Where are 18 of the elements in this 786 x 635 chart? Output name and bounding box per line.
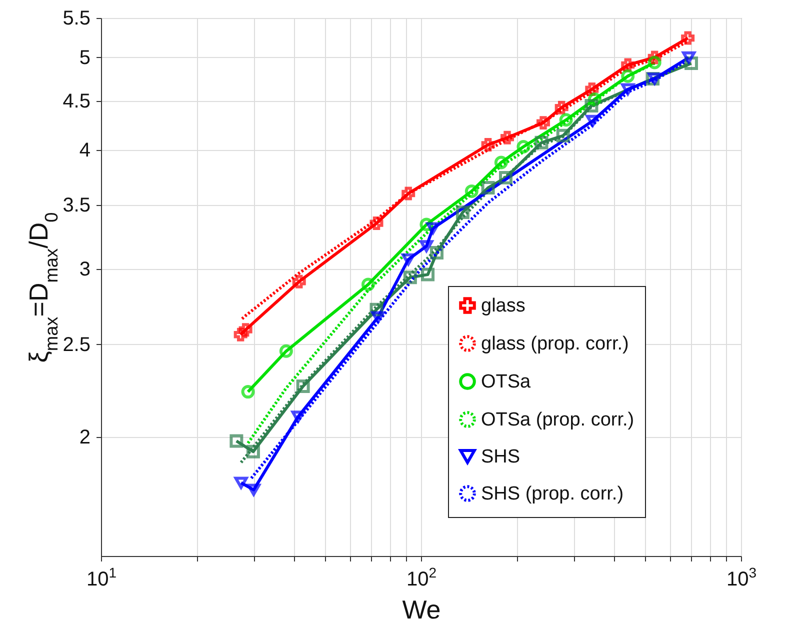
y-tick-label: 5 xyxy=(79,46,90,69)
x-tick-label: 10$^{3}$ xyxy=(726,564,757,590)
y-tick-label: 5.5 xyxy=(62,8,90,30)
legend-label: SHS xyxy=(481,446,520,468)
x-tick-label: 10$^{2}$ xyxy=(406,564,437,590)
y-tick-label: 4 xyxy=(79,139,90,162)
y-tick-label: 3.5 xyxy=(62,194,90,217)
legend-label: OTSa xyxy=(481,372,532,392)
legend-label: glass (prop. corr.) xyxy=(481,334,629,354)
x-tick-label: 10$^{1}$ xyxy=(86,564,117,590)
legend-label: OTSa (prop. corr.) xyxy=(481,410,634,430)
y-tick-label: 4.5 xyxy=(62,90,90,113)
legend-label: glass xyxy=(481,296,526,316)
y-tick-label: 2 xyxy=(79,426,90,448)
y-tick-label: 2.5 xyxy=(62,334,90,356)
x-axis-title: We xyxy=(402,594,441,624)
legend-label: SHS (prop. corr.) xyxy=(481,484,624,504)
y-tick-label: 3 xyxy=(79,258,90,280)
